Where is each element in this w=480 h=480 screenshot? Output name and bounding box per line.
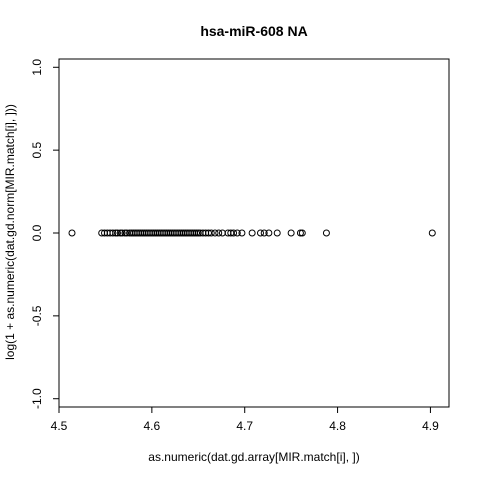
data-point (118, 229, 126, 237)
chart-title: hsa-miR-608 NA (200, 23, 307, 39)
data-point (123, 229, 131, 237)
data-points (68, 229, 436, 237)
data-point (257, 229, 264, 237)
x-axis-label: as.numeric(dat.gd.array[MIR.match[i], ]) (148, 450, 359, 464)
data-point (265, 229, 273, 237)
data-point (207, 229, 215, 237)
x-tick-label: 4.9 (422, 419, 439, 433)
data-point (238, 229, 246, 237)
x-tick-label: 4.5 (51, 419, 68, 433)
data-point (215, 229, 223, 237)
data-point (322, 229, 330, 237)
data-point (248, 229, 256, 237)
data-point (428, 229, 436, 237)
y-axis-label: log(1 + as.numeric(dat.gd.norm[MIR.match… (3, 104, 17, 360)
data-point (68, 229, 76, 237)
data-point (260, 229, 268, 237)
x-axis: 4.5 4.6 4.7 4.8 4.9 (51, 407, 439, 433)
data-point (296, 229, 304, 237)
y-tick-label: 1.0 (30, 59, 44, 76)
x-tick-label: 4.7 (236, 419, 253, 433)
data-point (211, 229, 219, 237)
y-tick-label: 0.5 (30, 141, 44, 158)
y-tick-label: -0.5 (30, 305, 44, 326)
y-tick-label: 0.0 (30, 224, 44, 241)
data-point (273, 229, 281, 237)
y-axis: -1.0 -0.5 0.0 0.5 1.0 (30, 59, 59, 409)
y-tick-label: -1.0 (30, 388, 44, 409)
data-point (114, 229, 121, 237)
data-point (287, 229, 295, 237)
data-point (230, 229, 238, 237)
x-tick-label: 4.8 (329, 419, 346, 433)
data-point (194, 229, 202, 237)
data-point (233, 229, 241, 237)
data-point (298, 229, 306, 237)
data-point (109, 229, 117, 237)
x-tick-label: 4.6 (144, 419, 161, 433)
